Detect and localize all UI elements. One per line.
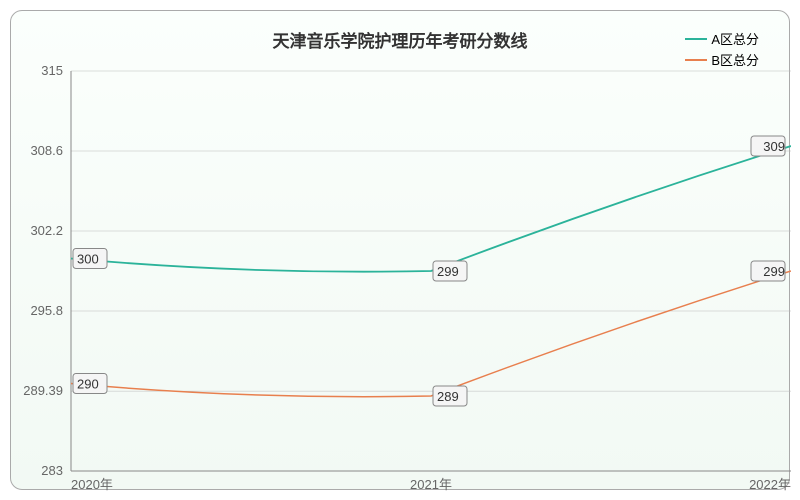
y-tick-label: 315 xyxy=(41,63,63,78)
legend-label: A区总分 xyxy=(711,29,759,48)
series-line xyxy=(71,146,791,272)
chart-title: 天津音乐学院护理历年考研分数线 xyxy=(11,27,789,52)
data-label: 289 xyxy=(437,389,459,404)
y-tick-label: 308.6 xyxy=(30,143,63,158)
data-label: 309 xyxy=(763,139,785,154)
x-tick-label: 2022年 xyxy=(749,477,791,491)
y-tick-label: 295.8 xyxy=(30,303,63,318)
data-label: 299 xyxy=(763,264,785,279)
legend-line-icon xyxy=(685,38,707,40)
x-tick-label: 2021年 xyxy=(410,477,452,491)
legend-item: A区总分 xyxy=(685,29,759,48)
legend-line-icon xyxy=(685,59,707,61)
series-line xyxy=(71,271,791,397)
legend-label: B区总分 xyxy=(711,50,759,69)
data-label: 299 xyxy=(437,264,459,279)
y-tick-label: 302.2 xyxy=(30,223,63,238)
chart-svg: 283 289.39 295.8 302.2 308.6 315 2020年 2021年 202… xyxy=(11,11,791,491)
chart-plot-background: 天津音乐学院护理历年考研分数线 A区总分 B区总分 283 289.39 295.8 3… xyxy=(10,10,790,490)
y-tick-label: 283 xyxy=(41,463,63,478)
x-tick-label: 2020年 xyxy=(71,477,113,491)
y-tick-label: 289.39 xyxy=(23,383,63,398)
chart-container: 天津音乐学院护理历年考研分数线 A区总分 B区总分 283 289.39 295.8 3… xyxy=(0,0,800,500)
data-label: 300 xyxy=(77,252,99,267)
data-label: 290 xyxy=(77,377,99,392)
legend-item: B区总分 xyxy=(685,50,759,69)
legend: A区总分 B区总分 xyxy=(685,29,759,71)
